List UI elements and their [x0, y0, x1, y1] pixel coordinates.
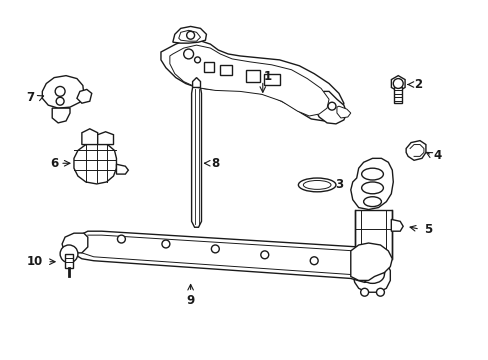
Circle shape	[117, 235, 125, 243]
Text: 5: 5	[423, 223, 431, 236]
Ellipse shape	[303, 180, 330, 189]
Polygon shape	[314, 91, 346, 124]
Ellipse shape	[360, 266, 384, 283]
Bar	[65, 254, 73, 267]
Polygon shape	[353, 259, 389, 292]
Polygon shape	[70, 231, 386, 282]
Text: 2: 2	[413, 78, 421, 91]
Polygon shape	[336, 106, 350, 118]
Polygon shape	[169, 45, 328, 116]
Text: 3: 3	[334, 179, 342, 192]
Polygon shape	[350, 243, 391, 280]
Polygon shape	[263, 74, 279, 85]
Polygon shape	[98, 132, 113, 145]
Circle shape	[211, 245, 219, 253]
Circle shape	[376, 288, 384, 296]
Polygon shape	[204, 62, 214, 72]
Bar	[354, 210, 391, 259]
Polygon shape	[42, 76, 83, 108]
Circle shape	[56, 97, 64, 105]
Polygon shape	[191, 85, 201, 227]
Polygon shape	[390, 76, 404, 91]
Polygon shape	[77, 89, 92, 103]
Ellipse shape	[363, 197, 381, 207]
Polygon shape	[390, 219, 402, 231]
Polygon shape	[350, 158, 392, 210]
Text: 4: 4	[433, 149, 441, 162]
Circle shape	[309, 257, 318, 265]
Polygon shape	[179, 30, 200, 41]
Polygon shape	[116, 164, 128, 174]
Polygon shape	[245, 70, 259, 82]
Polygon shape	[74, 143, 116, 184]
Polygon shape	[406, 141, 425, 160]
Polygon shape	[62, 233, 88, 253]
Polygon shape	[81, 129, 98, 145]
Text: 10: 10	[26, 255, 42, 268]
Polygon shape	[52, 108, 70, 123]
Circle shape	[360, 288, 368, 296]
Circle shape	[55, 86, 65, 96]
Circle shape	[60, 245, 78, 263]
Text: 8: 8	[211, 157, 219, 170]
Polygon shape	[172, 26, 206, 43]
Circle shape	[162, 240, 169, 248]
Circle shape	[260, 251, 268, 259]
Text: 7: 7	[26, 91, 35, 104]
Circle shape	[327, 102, 335, 110]
Ellipse shape	[298, 178, 335, 192]
Ellipse shape	[361, 168, 383, 180]
Bar	[393, 87, 401, 103]
Circle shape	[183, 49, 193, 59]
Text: 6: 6	[50, 157, 58, 170]
Polygon shape	[161, 40, 343, 121]
Ellipse shape	[361, 182, 383, 194]
Circle shape	[186, 31, 194, 39]
Polygon shape	[192, 78, 200, 87]
Circle shape	[194, 57, 200, 63]
Polygon shape	[220, 65, 232, 75]
Circle shape	[392, 78, 402, 89]
Text: 9: 9	[186, 294, 194, 307]
Text: 1: 1	[263, 70, 271, 83]
